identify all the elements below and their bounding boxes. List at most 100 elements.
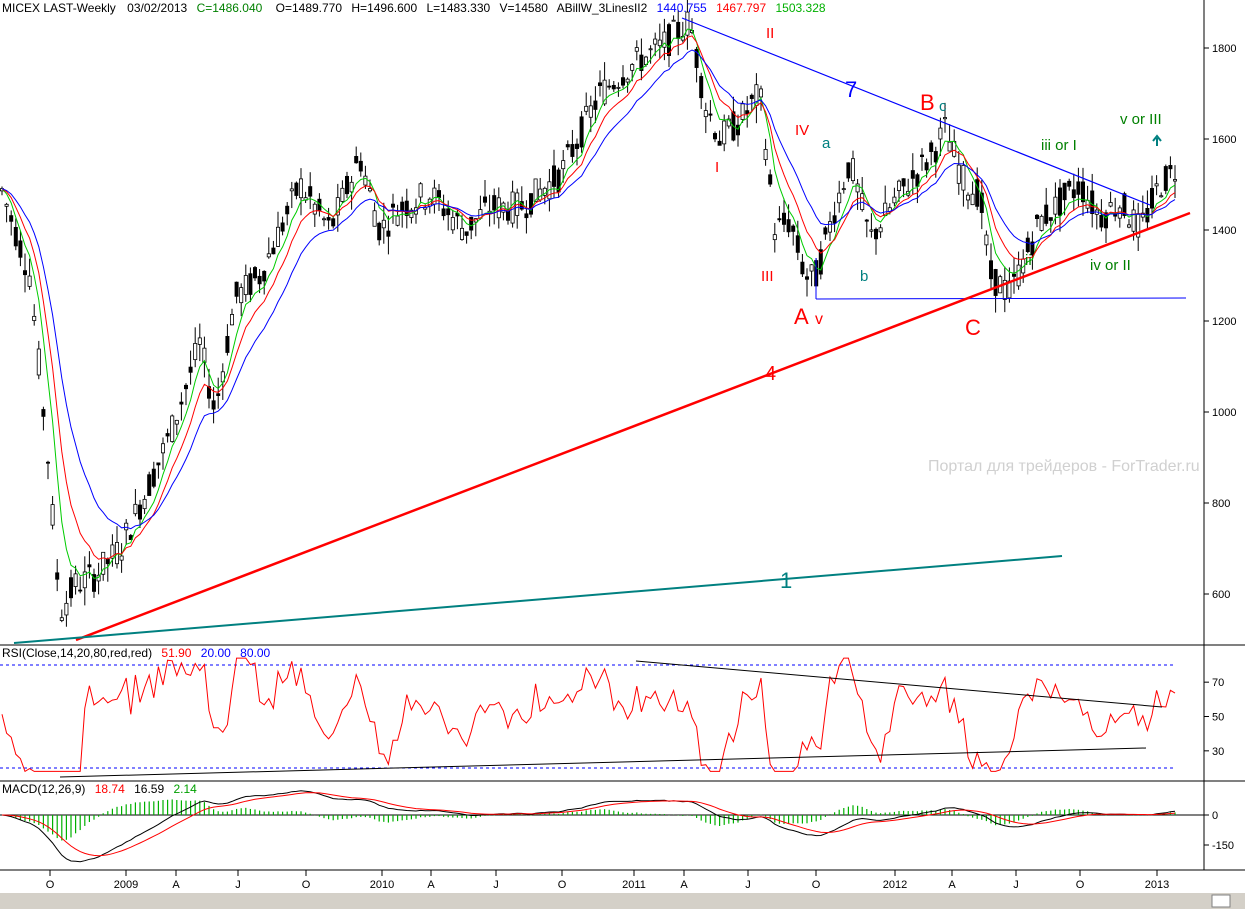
candle-body	[257, 275, 262, 285]
candle-body	[234, 281, 239, 297]
candle-body	[855, 183, 860, 193]
candle-body	[1081, 181, 1086, 203]
candle-body	[239, 287, 244, 304]
ma-mid-line	[1, 35, 1176, 560]
candle-body	[50, 504, 55, 526]
time-tick-label: A	[172, 879, 180, 891]
candle-body	[874, 228, 879, 240]
candle-body	[575, 143, 580, 149]
time-tick-label: O	[46, 879, 55, 891]
candle-body	[110, 544, 115, 559]
candle-body	[607, 85, 612, 88]
candle-body	[782, 212, 787, 225]
candle-body	[657, 39, 662, 47]
wave-label-C: C	[965, 315, 981, 340]
candle-body	[961, 164, 966, 191]
candle-body	[1173, 179, 1178, 182]
candle-body	[565, 144, 570, 148]
candle-body	[308, 186, 313, 197]
candle-body	[933, 151, 938, 163]
candle-body	[193, 343, 198, 361]
indicator-red-value: 1467.797	[716, 1, 766, 15]
candle-body	[197, 337, 202, 345]
macd-signal-value: 16.59	[134, 782, 164, 796]
rsi-tick-label: 50	[1212, 712, 1224, 724]
candle-body	[634, 47, 639, 52]
candle-body	[367, 188, 372, 192]
candle-body	[630, 64, 635, 71]
candle-body	[469, 216, 474, 231]
macd-value: 18.74	[95, 782, 125, 796]
price-tick-label: 1000	[1212, 407, 1236, 419]
rsi-tick-label: 70	[1212, 677, 1224, 689]
chart-header: MICEX LAST-Weekly 03/02/2013 C=1486.040 …	[2, 1, 826, 15]
candle-body	[326, 217, 331, 221]
scrollbar-track[interactable]	[0, 893, 1245, 909]
candle-body	[763, 149, 768, 160]
rsi-header: RSI(Close,14,20,80,red,red) 51.90 20.00 …	[2, 646, 271, 660]
volume-value: V=14580	[500, 1, 549, 15]
candle-body	[82, 571, 87, 589]
candle-body	[372, 210, 377, 227]
candle-body	[147, 474, 152, 496]
candle-body	[832, 215, 837, 224]
candle-body	[248, 273, 253, 295]
wave-label-B: B	[920, 90, 935, 115]
candle-body	[69, 577, 74, 599]
candle-body	[795, 235, 800, 253]
candle-body	[598, 82, 603, 87]
candle-body	[211, 400, 216, 410]
candle-body	[602, 79, 607, 105]
candle-body	[22, 270, 27, 276]
candle-body	[312, 203, 317, 215]
trendline-1	[13, 555, 1063, 644]
wave-label-I: I	[715, 159, 719, 176]
ma-slow-line	[1, 49, 1176, 530]
time-tick-label: A	[427, 879, 435, 891]
candle-body	[36, 348, 41, 376]
candle-body	[910, 170, 915, 179]
candle-body	[142, 498, 147, 510]
candle-body	[897, 180, 902, 191]
candle-body	[275, 226, 280, 247]
candle-body	[354, 156, 359, 164]
candle-body	[1002, 279, 1007, 300]
price-tick-label: 1600	[1212, 134, 1236, 146]
time-tick-label: 2012	[883, 879, 907, 891]
candle-body	[984, 234, 989, 246]
candle-body	[216, 393, 221, 396]
candle-body	[943, 117, 948, 120]
scrollbar-thumb[interactable]	[1211, 894, 1231, 908]
candle-body	[533, 178, 538, 202]
candle-body	[400, 201, 405, 211]
candle-body	[188, 366, 193, 373]
candle-body	[579, 116, 584, 148]
macd-axis-ticks: -150 0	[1204, 810, 1234, 852]
candle-body	[676, 21, 681, 39]
candle-body	[800, 261, 805, 275]
candle-body	[482, 196, 487, 203]
candle-body	[584, 105, 589, 112]
wave-label-II: II	[766, 25, 774, 42]
wave-label-a: a	[822, 135, 831, 152]
candle-body	[524, 213, 529, 219]
trendline-label-1: 1	[780, 568, 792, 593]
candle-body	[1071, 189, 1076, 199]
macd-hist-value: 2.14	[173, 782, 197, 796]
candle-body	[694, 48, 699, 68]
candle-body	[561, 160, 566, 170]
candle-body	[837, 192, 842, 204]
candle-body	[593, 100, 598, 110]
candle-body	[289, 188, 294, 192]
candle-body	[450, 217, 455, 231]
candle-body	[805, 276, 810, 280]
candle-body	[1163, 166, 1168, 191]
candle-body	[441, 208, 446, 217]
time-tick-label: 2013	[1145, 879, 1169, 891]
candle-body	[823, 227, 828, 235]
candle-body	[662, 31, 667, 48]
candle-body	[1127, 224, 1132, 228]
macd-signal-line	[1, 792, 1176, 857]
price-tick-label: 1200	[1212, 316, 1236, 328]
